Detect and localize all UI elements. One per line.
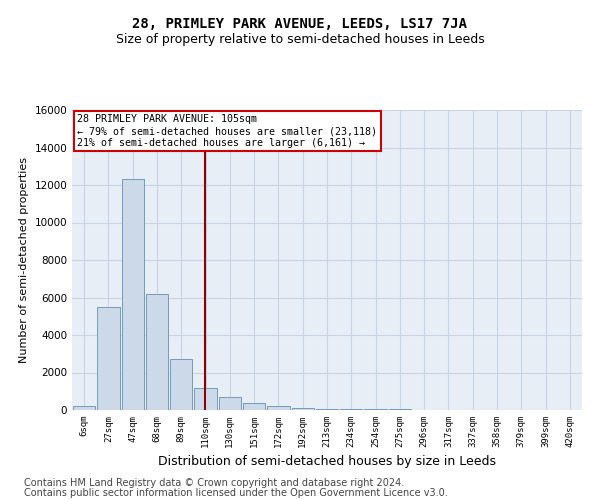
Bar (218, 397, 241, 410)
Text: 28 PRIMLEY PARK AVENUE: 105sqm
← 79% of semi-detached houses are smaller (23,118: 28 PRIMLEY PARK AVENUE: 105sqm ← 79% of … (77, 114, 377, 148)
Bar (122, 180, 144, 410)
Bar (97, 307, 119, 410)
Bar (146, 294, 168, 410)
Bar (194, 388, 217, 410)
Bar (316, 408, 338, 410)
Bar (73, 406, 95, 410)
Bar (243, 402, 265, 410)
Bar (170, 360, 193, 410)
X-axis label: Distribution of semi-detached houses by size in Leeds: Distribution of semi-detached houses by … (158, 456, 496, 468)
Text: Contains HM Land Registry data © Crown copyright and database right 2024.: Contains HM Land Registry data © Crown c… (24, 478, 404, 488)
Bar (292, 408, 314, 410)
Text: 28, PRIMLEY PARK AVENUE, LEEDS, LS17 7JA: 28, PRIMLEY PARK AVENUE, LEEDS, LS17 7JA (133, 18, 467, 32)
Bar (364, 409, 387, 410)
Y-axis label: Number of semi-detached properties: Number of semi-detached properties (19, 157, 29, 363)
Bar (340, 409, 362, 410)
Bar (389, 409, 411, 410)
Text: Contains public sector information licensed under the Open Government Licence v3: Contains public sector information licen… (24, 488, 448, 498)
Bar (267, 406, 290, 410)
Text: Size of property relative to semi-detached houses in Leeds: Size of property relative to semi-detach… (116, 32, 484, 46)
